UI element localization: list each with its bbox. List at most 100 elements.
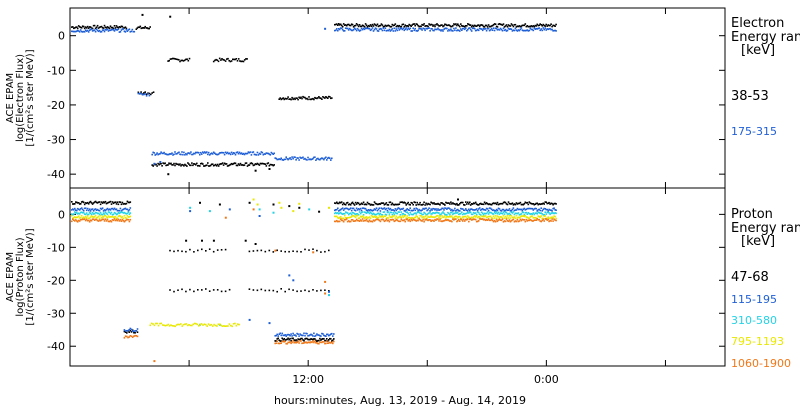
data-point xyxy=(137,91,140,94)
data-point xyxy=(514,203,517,206)
data-point xyxy=(530,219,533,222)
data-point xyxy=(536,213,538,215)
data-point xyxy=(326,340,328,343)
data-point xyxy=(92,218,95,220)
data-point xyxy=(541,210,543,212)
data-point xyxy=(207,151,210,154)
data-point xyxy=(274,342,276,345)
data-point xyxy=(322,340,324,343)
data-point xyxy=(335,23,337,26)
data-point xyxy=(360,220,363,222)
data-point xyxy=(361,28,364,31)
data-point xyxy=(124,331,127,333)
data-point xyxy=(529,213,532,215)
data-point xyxy=(290,342,292,345)
data-point xyxy=(539,212,541,215)
data-point xyxy=(397,203,400,206)
data-point xyxy=(534,207,537,210)
data-point xyxy=(513,24,516,26)
data-point xyxy=(411,24,413,26)
data-point xyxy=(292,98,294,101)
data-point xyxy=(101,207,104,209)
data-point xyxy=(314,96,316,99)
data-point xyxy=(169,289,171,291)
data-point xyxy=(502,215,505,217)
data-point xyxy=(117,203,120,206)
data-point xyxy=(280,342,282,344)
data-point xyxy=(92,202,95,204)
data-point xyxy=(344,27,347,29)
data-point xyxy=(419,214,421,217)
data-point xyxy=(539,209,541,212)
data-point xyxy=(428,203,430,205)
data-point xyxy=(553,202,555,205)
data-point xyxy=(516,218,519,221)
data-point xyxy=(419,218,421,221)
data-point xyxy=(128,331,130,333)
data-point xyxy=(527,212,530,214)
data-point xyxy=(498,203,501,205)
data-point xyxy=(107,30,110,32)
data-point xyxy=(346,216,349,219)
data-point xyxy=(240,164,243,166)
data-point xyxy=(497,219,500,221)
data-point xyxy=(517,202,520,205)
data-point xyxy=(467,201,469,204)
data-point xyxy=(74,27,76,29)
proton-legend-series-1: 47-68 xyxy=(731,270,769,285)
data-point xyxy=(364,23,367,25)
data-point xyxy=(461,201,463,204)
data-point xyxy=(404,220,406,223)
data-point xyxy=(490,27,493,30)
data-point xyxy=(305,158,307,161)
data-point xyxy=(537,209,539,211)
data-point xyxy=(432,212,434,214)
data-point xyxy=(340,219,343,222)
data-point xyxy=(512,25,515,28)
data-point xyxy=(528,201,531,203)
data-point xyxy=(405,218,407,221)
data-point xyxy=(346,220,349,223)
data-point xyxy=(536,218,538,220)
data-point xyxy=(161,165,163,167)
data-point xyxy=(212,289,215,291)
data-point xyxy=(340,212,343,215)
data-point xyxy=(468,203,470,205)
data-point xyxy=(307,98,309,101)
data-point xyxy=(318,342,320,345)
data-point xyxy=(418,25,420,28)
data-point xyxy=(72,217,74,220)
data-point xyxy=(433,24,435,26)
data-point xyxy=(551,210,553,212)
data-point xyxy=(204,151,206,153)
data-point xyxy=(205,323,207,326)
data-point xyxy=(83,203,86,206)
data-point xyxy=(427,202,429,205)
data-point xyxy=(520,27,523,29)
data-point xyxy=(76,216,79,218)
data-point xyxy=(94,200,97,203)
data-point xyxy=(407,209,409,211)
data-point xyxy=(423,208,425,210)
data-point xyxy=(423,201,425,204)
data-point xyxy=(349,216,352,218)
data-point xyxy=(215,153,218,156)
data-point xyxy=(75,30,77,33)
data-point xyxy=(508,28,511,30)
data-point xyxy=(201,289,203,291)
data-point xyxy=(208,154,211,156)
data-point xyxy=(93,219,96,221)
data-point xyxy=(255,163,258,166)
data-point xyxy=(248,318,251,321)
data-point xyxy=(439,204,441,206)
data-point xyxy=(528,207,531,210)
data-point xyxy=(115,208,118,210)
data-point xyxy=(76,30,78,32)
data-point xyxy=(118,214,121,217)
data-point xyxy=(492,215,495,217)
data-point xyxy=(457,208,459,211)
data-point xyxy=(518,208,521,211)
data-point xyxy=(472,202,475,204)
data-point xyxy=(532,29,535,32)
data-point xyxy=(365,24,368,27)
